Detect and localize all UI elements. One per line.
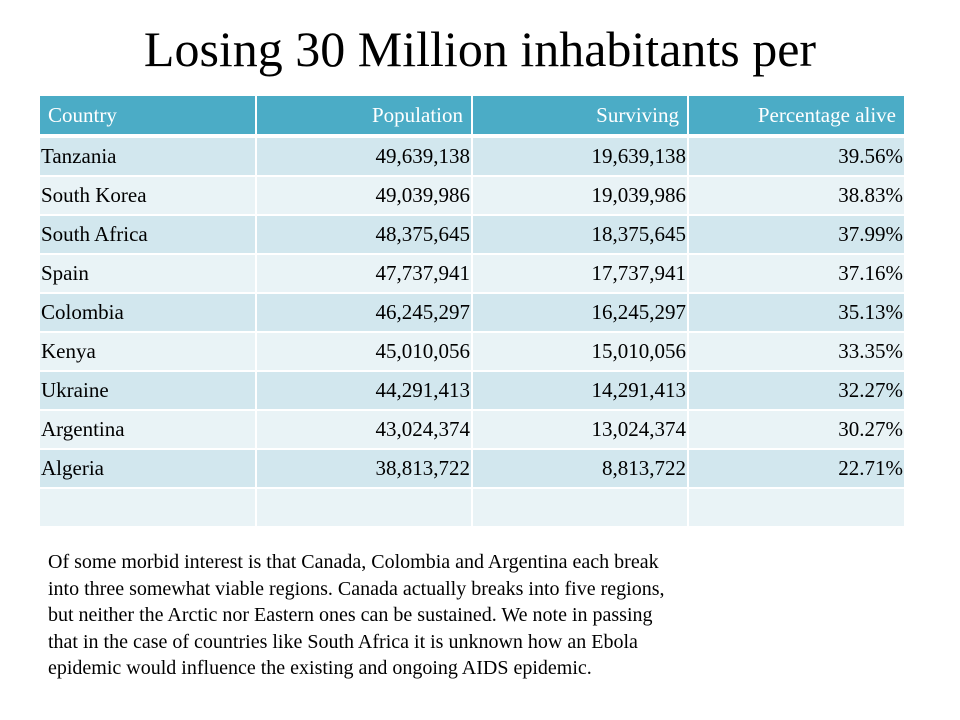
notes-line: epidemic would influence the existing an… bbox=[48, 657, 592, 679]
table-row: Colombia 46,245,297 16,245,297 35.13% bbox=[40, 293, 904, 333]
percentage-cell: 32.27% bbox=[688, 371, 904, 411]
table-row-empty bbox=[40, 488, 904, 528]
surviving-cell: 19,039,986 bbox=[472, 176, 689, 216]
percentage-cell: 37.99% bbox=[688, 215, 904, 255]
table-body: Tanzania 49,639,138 19,639,138 39.56% So… bbox=[40, 136, 904, 528]
population-cell: 47,737,941 bbox=[256, 254, 473, 294]
surviving-cell: 17,737,941 bbox=[472, 254, 689, 294]
notes-line: that in the case of countries like South… bbox=[48, 630, 638, 653]
slide-title: Losing 30 Million inhabitants per bbox=[143, 21, 817, 77]
percentage-cell: 38.83% bbox=[688, 176, 904, 216]
notes-paragraph: Of some morbid interest is that Canada, … bbox=[48, 549, 928, 682]
population-cell: 44,291,413 bbox=[256, 371, 473, 411]
country-cell: Tanzania bbox=[40, 136, 257, 177]
surviving-cell: 18,375,645 bbox=[472, 215, 689, 255]
population-cell: 46,245,297 bbox=[256, 293, 473, 333]
table-row: Kenya 45,010,056 15,010,056 33.35% bbox=[40, 332, 904, 372]
country-cell: Colombia bbox=[40, 293, 257, 333]
table-row: South Africa 48,375,645 18,375,645 37.99… bbox=[40, 215, 904, 255]
percentage-cell: 37.16% bbox=[688, 254, 904, 294]
country-cell bbox=[40, 488, 257, 528]
percentage-cell: 30.27% bbox=[688, 410, 904, 450]
notes-line: Of some morbid interest is that Canada, … bbox=[48, 551, 659, 573]
surviving-cell: 19,639,138 bbox=[472, 136, 689, 177]
percentage-cell: 22.71% bbox=[688, 449, 904, 489]
population-cell: 38,813,722 bbox=[256, 449, 473, 489]
country-cell: South Korea bbox=[40, 176, 257, 216]
country-cell: Spain bbox=[40, 254, 257, 294]
surviving-cell: 15,010,056 bbox=[472, 332, 689, 372]
percentage-cell bbox=[688, 488, 904, 528]
table-row: Spain 47,737,941 17,737,941 37.16% bbox=[40, 254, 904, 294]
percentage-cell: 35.13% bbox=[688, 293, 904, 333]
country-cell: Argentina bbox=[40, 410, 257, 450]
notes-line: into three somewhat viable regions. Cana… bbox=[48, 577, 665, 600]
percentage-cell: 39.56% bbox=[688, 136, 904, 177]
surviving-cell: 8,813,722 bbox=[472, 449, 689, 489]
table-row: South Korea 49,039,986 19,039,986 38.83% bbox=[40, 176, 904, 216]
notes-line: but neither the Arctic nor Eastern ones … bbox=[48, 604, 653, 626]
population-table: Country Population Surviving Percentage … bbox=[40, 96, 904, 528]
surviving-cell: 14,291,413 bbox=[472, 371, 689, 411]
country-cell: South Africa bbox=[40, 215, 257, 255]
country-cell: Kenya bbox=[40, 332, 257, 372]
surviving-cell bbox=[472, 488, 689, 528]
column-header-country: Country bbox=[40, 96, 257, 138]
population-cell bbox=[256, 488, 473, 528]
country-cell: Algeria bbox=[40, 449, 257, 489]
population-cell: 43,024,374 bbox=[256, 410, 473, 450]
population-cell: 45,010,056 bbox=[256, 332, 473, 372]
percentage-cell: 33.35% bbox=[688, 332, 904, 372]
table-row: Tanzania 49,639,138 19,639,138 39.56% bbox=[40, 136, 904, 177]
column-header-population: Population bbox=[256, 96, 473, 138]
table-header: Country Population Surviving Percentage … bbox=[40, 96, 904, 138]
country-cell: Ukraine bbox=[40, 371, 257, 411]
population-cell: 49,639,138 bbox=[256, 136, 473, 177]
column-header-surviving: Surviving bbox=[472, 96, 689, 138]
table-row: Algeria 38,813,722 8,813,722 22.71% bbox=[40, 449, 904, 489]
header-row: Country Population Surviving Percentage … bbox=[40, 96, 904, 138]
surviving-cell: 16,245,297 bbox=[472, 293, 689, 333]
population-cell: 49,039,986 bbox=[256, 176, 473, 216]
column-header-percentage-alive: Percentage alive bbox=[688, 96, 904, 138]
table-row: Argentina 43,024,374 13,024,374 30.27% bbox=[40, 410, 904, 450]
population-cell: 48,375,645 bbox=[256, 215, 473, 255]
surviving-cell: 13,024,374 bbox=[472, 410, 689, 450]
table-row: Ukraine 44,291,413 14,291,413 32.27% bbox=[40, 371, 904, 411]
